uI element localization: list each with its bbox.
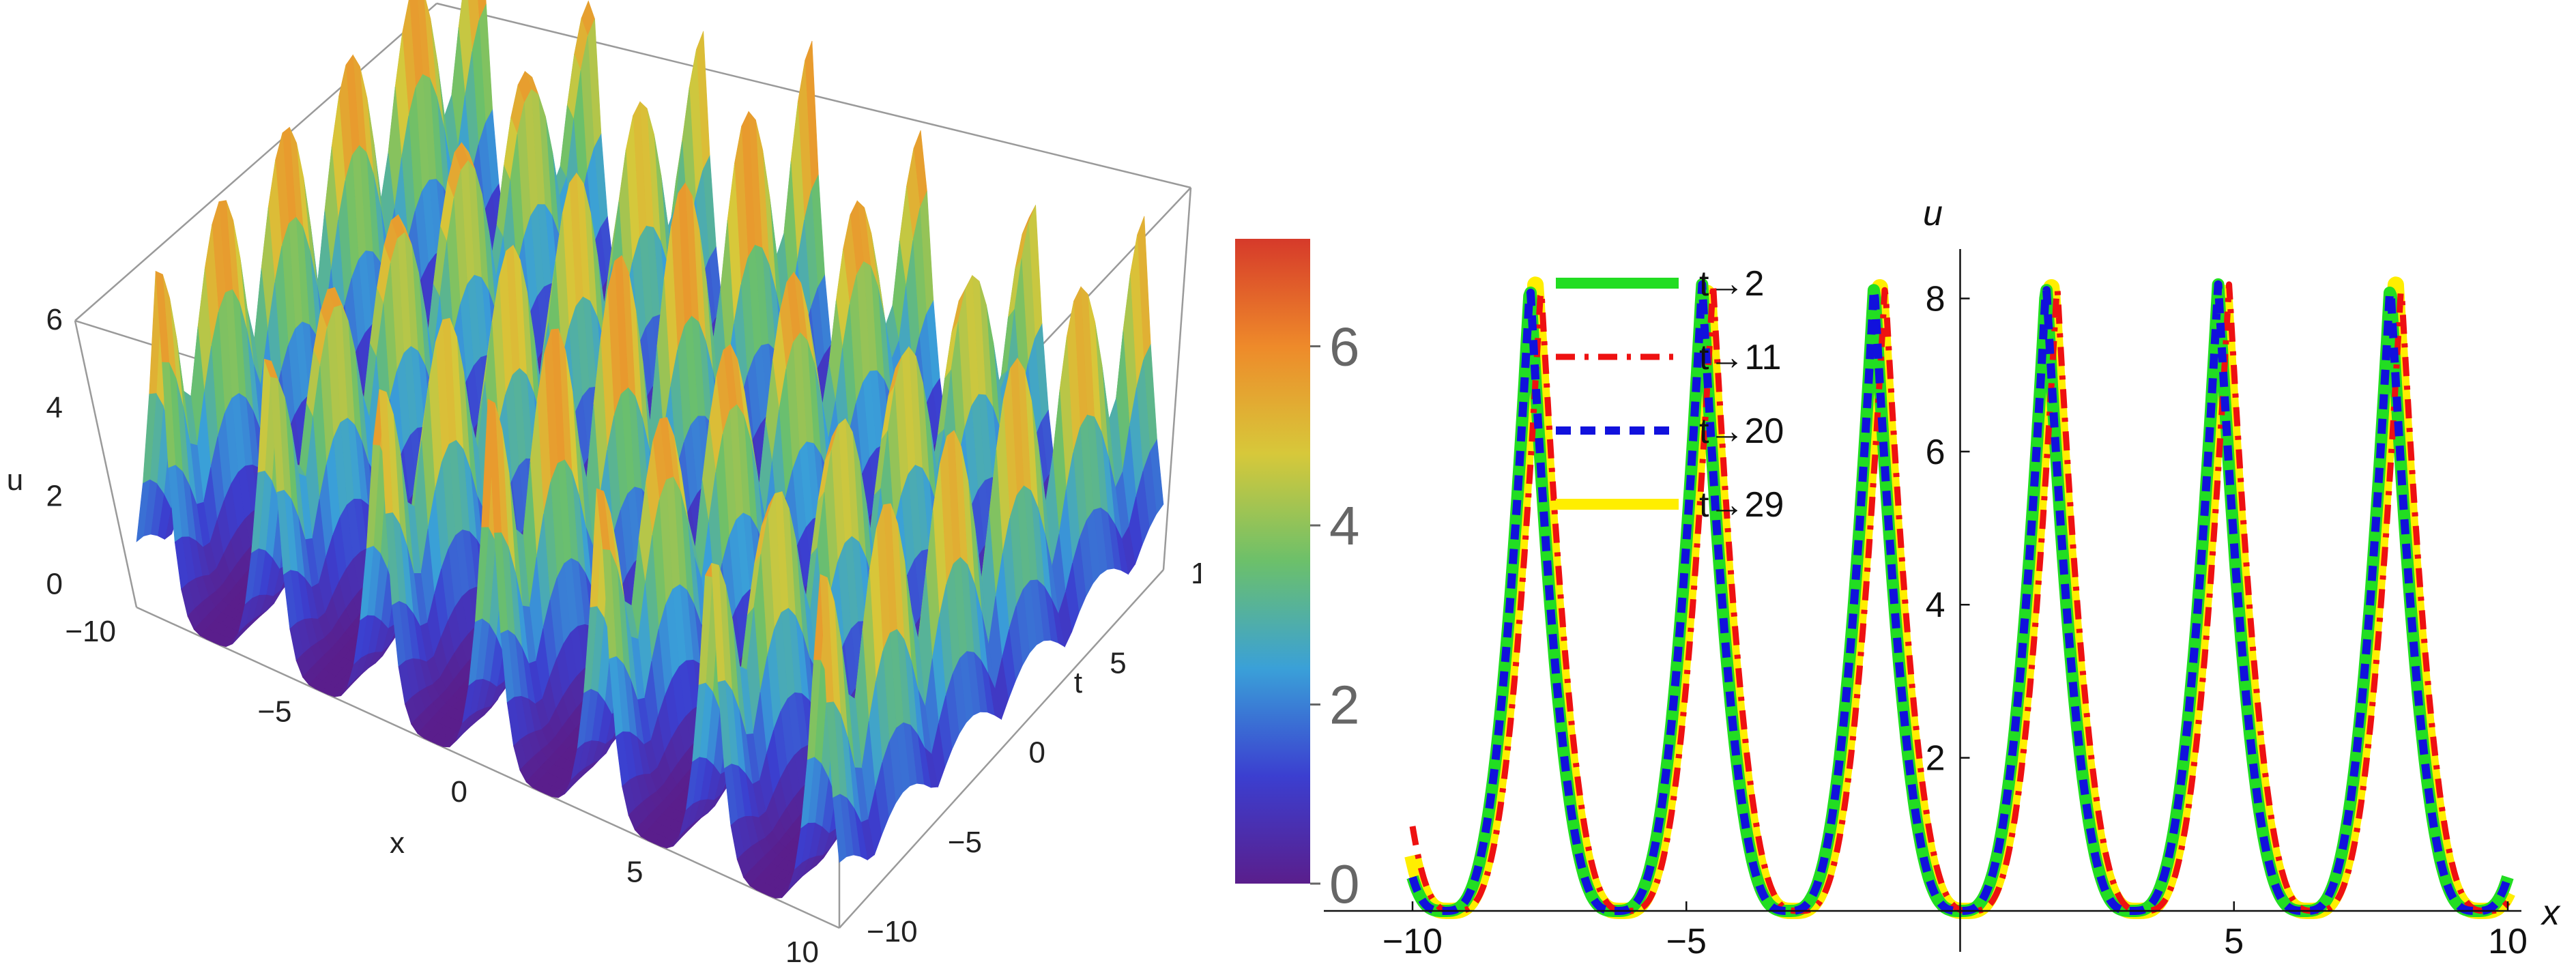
box-edge: [74, 3, 437, 321]
box-edge: [1162, 187, 1192, 570]
surface-layer: [136, 0, 1164, 899]
box-edge: [839, 569, 1164, 929]
box-edge: [74, 320, 138, 608]
box-edge: [136, 606, 840, 929]
